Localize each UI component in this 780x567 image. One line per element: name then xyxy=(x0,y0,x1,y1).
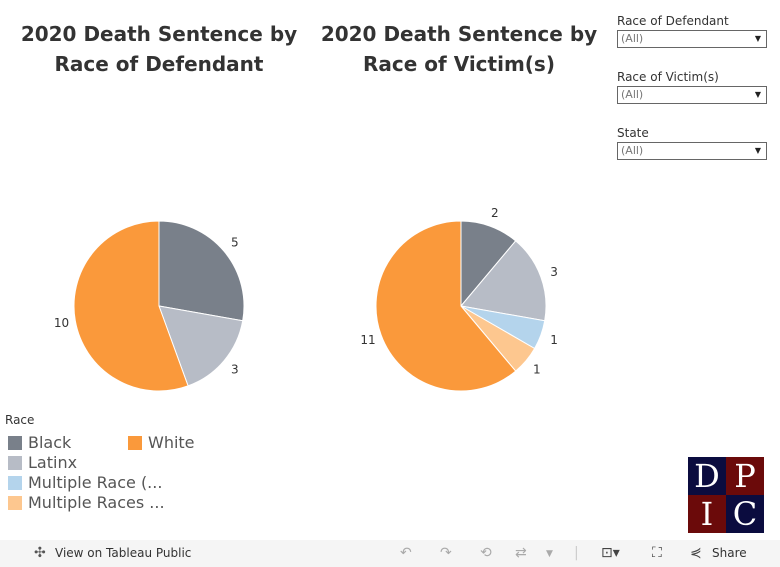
filter-label: Race of Defendant xyxy=(617,14,729,28)
swatch xyxy=(8,435,22,450)
pie-slice-white[interactable] xyxy=(73,220,189,392)
divider: | xyxy=(574,545,579,561)
data-label: 3 xyxy=(550,265,558,279)
data-label: 10 xyxy=(54,316,69,330)
dropdown-value: (All) xyxy=(621,32,644,45)
download-icon[interactable]: ⊡▾ xyxy=(601,545,620,561)
share-button[interactable]: Share xyxy=(712,546,747,560)
chevron-down-icon[interactable]: ▼ xyxy=(546,549,553,559)
legend-item-white[interactable]: White xyxy=(125,433,195,452)
undo-icon[interactable]: ↶ xyxy=(400,545,412,561)
legend-label: Latinx xyxy=(28,453,78,472)
chart-title-defendant: 2020 Death Sentence by Race of Defendant xyxy=(20,19,298,79)
data-label: 2 xyxy=(491,206,499,220)
data-label: 3 xyxy=(231,363,239,377)
legend-item-multiple-races[interactable]: Multiple Races ... xyxy=(5,493,165,512)
refresh-icon[interactable]: ⇄ xyxy=(515,545,527,561)
share-icon: ⋞ xyxy=(690,545,702,561)
legend-title: Race xyxy=(5,413,35,427)
logo-cell: P xyxy=(726,457,764,495)
filter-race-of-defendant: Race of Defendant (All) ▼ xyxy=(617,14,767,48)
legend: Race xyxy=(5,413,34,433)
swatch xyxy=(8,455,22,470)
pie-slice-latinx[interactable] xyxy=(158,305,244,387)
logo-cell: C xyxy=(726,495,764,533)
pie-slice-white[interactable] xyxy=(375,220,517,392)
race-of-defendant-dropdown[interactable]: (All) ▼ xyxy=(617,30,767,48)
filter-state: State (All) ▼ xyxy=(617,126,767,160)
legend-item-multiple-race[interactable]: Multiple Race (... xyxy=(5,473,162,492)
legend-label: White xyxy=(148,433,195,452)
filter-label: Race of Victim(s) xyxy=(617,70,719,84)
legend-item-black[interactable]: Black xyxy=(5,433,71,452)
swatch xyxy=(128,435,142,450)
swatch xyxy=(8,475,22,490)
logo-cell: I xyxy=(688,495,726,533)
dropdown-arrow-icon: ▼ xyxy=(754,34,761,43)
filter-race-of-victim: Race of Victim(s) (All) ▼ xyxy=(617,70,767,104)
pie-slice-black[interactable] xyxy=(158,220,245,322)
race-of-victim-dropdown[interactable]: (All) ▼ xyxy=(617,86,767,104)
data-label: 1 xyxy=(550,333,558,347)
revert-icon[interactable]: ⟲ xyxy=(480,545,492,561)
chart-title-victim: 2020 Death Sentence by Race of Victim(s) xyxy=(320,19,598,79)
filter-label: State xyxy=(617,126,649,140)
swatch xyxy=(8,495,22,510)
tableau-icon: ✣ xyxy=(34,545,46,561)
pie-slice-latinx[interactable] xyxy=(460,240,547,322)
fullscreen-icon[interactable]: ⛶ xyxy=(652,545,662,561)
data-label: 1 xyxy=(533,363,541,377)
redo-icon[interactable]: ↷ xyxy=(440,545,452,561)
data-label: 5 xyxy=(231,235,239,249)
logo-cell: D xyxy=(688,457,726,495)
legend-label: Multiple Races ... xyxy=(28,493,165,512)
state-dropdown[interactable]: (All) ▼ xyxy=(617,142,767,160)
title-line: Race of Victim(s) xyxy=(363,52,555,76)
legend-label: Multiple Race (... xyxy=(28,473,163,492)
tableau-toolbar: ✣ View on Tableau Public ↶ ↷ ⟲ ⇄ ▼ | ⊡▾ … xyxy=(0,540,780,567)
title-line: 2020 Death Sentence by xyxy=(320,22,598,46)
dpic-logo: D P I C xyxy=(688,457,764,533)
data-label: 11 xyxy=(360,333,375,347)
title-line: Race of Defendant xyxy=(54,52,264,76)
dropdown-value: (All) xyxy=(621,144,644,157)
legend-label: Black xyxy=(28,433,72,452)
dropdown-arrow-icon: ▼ xyxy=(754,146,761,155)
title-line: 2020 Death Sentence by xyxy=(20,22,298,46)
dropdown-value: (All) xyxy=(621,88,644,101)
legend-item-latinx[interactable]: Latinx xyxy=(5,453,77,472)
dropdown-arrow-icon: ▼ xyxy=(754,90,761,99)
view-on-tableau-public-link[interactable]: View on Tableau Public xyxy=(55,546,192,560)
